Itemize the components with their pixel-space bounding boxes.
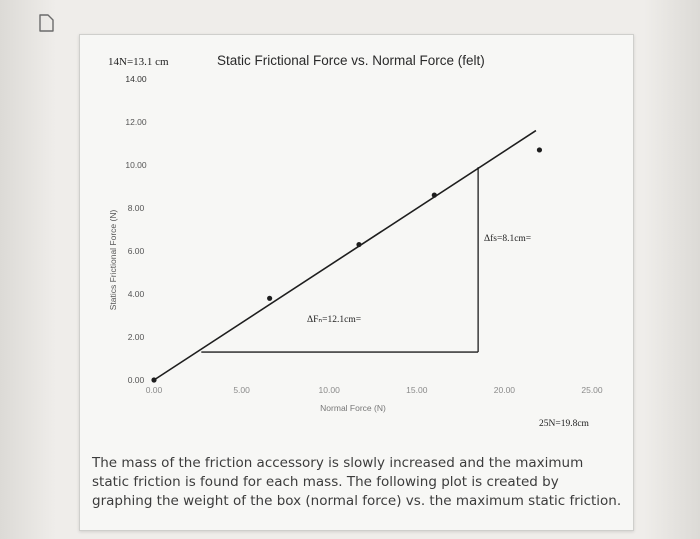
x-tick-label: 20.00 (494, 385, 516, 395)
chart-card: Static Frictional Force vs. Normal Force… (79, 34, 634, 531)
y-tick-label: 2.00 (128, 332, 145, 342)
chart-title: Static Frictional Force vs. Normal Force… (217, 53, 485, 68)
data-point (431, 192, 437, 198)
y-tick-label: 4.00 (128, 289, 145, 299)
data-point (151, 377, 157, 383)
x-axis-label: Normal Force (N) (320, 403, 386, 413)
y-tick-label: 12.00 (125, 117, 147, 127)
annotation-bottom-right: 25N=19.8cm (539, 419, 590, 429)
x-tick-label: 0.00 (146, 385, 163, 395)
data-point (356, 241, 362, 248)
y-tick-label: 10.00 (125, 160, 147, 170)
y-tick-label: 8.00 (128, 203, 145, 213)
annotation-delta-fs: Δfs=8.1cm= (484, 233, 531, 244)
x-tick-label: 15.00 (406, 385, 428, 395)
caption-text: The mass of the friction accessory is sl… (92, 455, 622, 509)
x-tick-label: 25.00 (581, 385, 603, 395)
y-tick-label: 0.00 (128, 375, 145, 385)
y-tick-label: 6.00 (128, 246, 145, 256)
trend-line (153, 129, 537, 381)
y-axis-label: Statics Frictional Force (N) (108, 210, 118, 311)
x-tick-label: 5.00 (233, 385, 250, 395)
data-point (267, 295, 273, 301)
data-point (536, 147, 543, 153)
scatter-chart: Static Frictional Force vs. Normal Force… (108, 53, 603, 429)
x-tick-label: 10.00 (319, 385, 341, 395)
y-tick-label: 14.00 (125, 74, 147, 84)
annotation-delta-fn: ΔFₙ=12.1cm= (307, 315, 361, 325)
document-icon (39, 14, 54, 32)
annotation-top-left: 14N=13.1 cm (108, 56, 169, 68)
